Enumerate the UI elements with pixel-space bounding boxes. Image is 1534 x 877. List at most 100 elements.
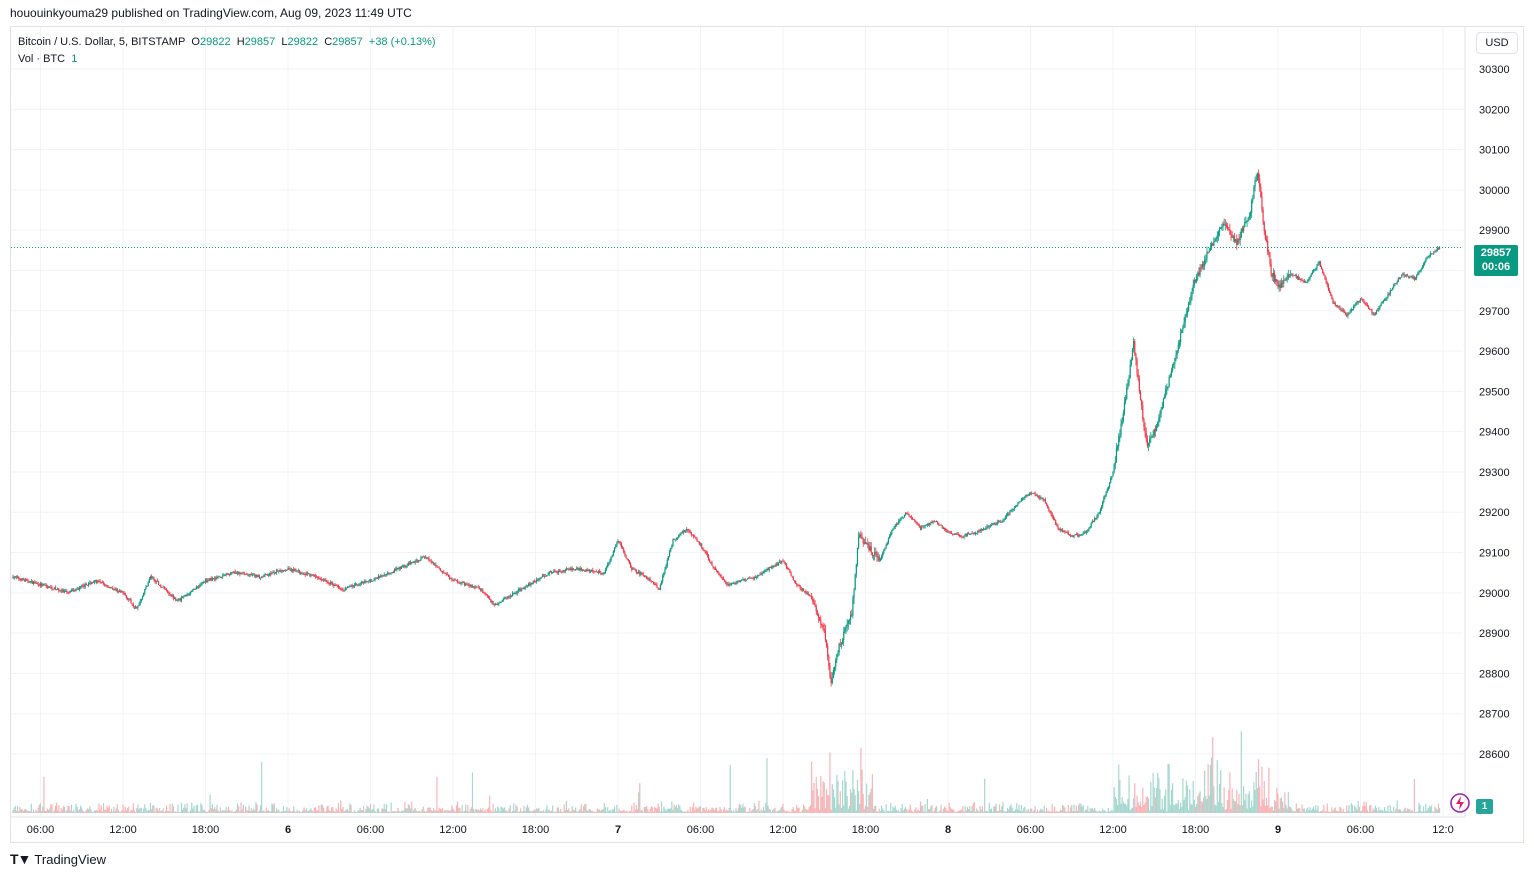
volume-bar (623, 809, 625, 813)
lightning-icon[interactable] (1449, 792, 1471, 814)
volume-bar (265, 807, 267, 813)
volume-bar (515, 804, 517, 813)
candle-body (335, 584, 337, 586)
price-chart[interactable]: 2860028700288002890029000291002920029300… (11, 27, 1525, 844)
candle-body (34, 582, 36, 584)
volume-bar (94, 810, 97, 813)
volume-bar (748, 811, 750, 813)
volume-bar (141, 811, 144, 813)
volume-bar (680, 809, 682, 813)
volume-bar (47, 810, 50, 813)
volume-bar (430, 810, 432, 813)
candle-body (1081, 534, 1083, 536)
candle-body (22, 578, 24, 580)
candle-body (1349, 311, 1351, 313)
candle-body (1071, 535, 1073, 537)
volume-bar (1369, 805, 1371, 813)
candle-body (1122, 412, 1124, 421)
volume-bar (1048, 810, 1050, 813)
volume-bar (1339, 806, 1341, 813)
volume-bar (1311, 808, 1313, 813)
volume-bar (363, 806, 365, 813)
candle-body (1112, 471, 1114, 477)
volume-bar (872, 808, 875, 813)
candle-body (1208, 250, 1210, 253)
candle-body (337, 585, 340, 588)
candle-body (636, 572, 639, 574)
volume-bar (836, 775, 838, 813)
candle-body (685, 530, 687, 532)
volume-bar (1178, 808, 1181, 813)
candle-body (604, 569, 606, 573)
candle-body (200, 584, 202, 586)
candle-body (884, 547, 886, 550)
candle-body (304, 573, 306, 575)
volume-bar (930, 806, 932, 813)
candle-body (965, 534, 967, 536)
candle-body (1080, 534, 1082, 536)
candle-body (738, 580, 741, 582)
candle-body (937, 521, 939, 525)
candle-body (1426, 257, 1428, 260)
candle-body (1092, 520, 1095, 522)
volume-bar (1292, 811, 1294, 813)
volume-bar (486, 809, 488, 813)
volume-bar (1231, 788, 1233, 813)
candle-body (1397, 278, 1399, 282)
candle-body (619, 542, 621, 545)
candle-body (58, 588, 60, 592)
volume-bar (1240, 731, 1242, 813)
volume-bar (118, 811, 121, 813)
volume-bar (1336, 811, 1339, 813)
candle-body (816, 611, 818, 614)
candle-body (451, 578, 453, 580)
candle-body (992, 523, 994, 525)
currency-button[interactable]: USD (1476, 32, 1518, 54)
volume-bar (1107, 807, 1110, 813)
volume-bar (971, 806, 973, 813)
volume-bar (1002, 801, 1004, 813)
candle-body (659, 584, 661, 590)
volume-bar (555, 811, 557, 813)
volume-bar (919, 801, 922, 813)
candle-body (921, 526, 923, 530)
volume-bar (1116, 805, 1119, 813)
candle-body (298, 570, 301, 574)
volume-bar (313, 807, 315, 813)
volume-bar (294, 811, 296, 813)
candle-body (120, 591, 122, 592)
volume-bar (1226, 799, 1229, 813)
candle-body (109, 587, 111, 589)
volume-bar (968, 809, 970, 813)
volume-bar (400, 810, 403, 813)
volume-bar (1050, 811, 1052, 813)
volume-bar (498, 808, 500, 813)
candle-body (68, 591, 70, 593)
candle-body (1257, 172, 1260, 179)
volume-bar (455, 805, 458, 813)
candle-body (1354, 305, 1356, 307)
volume-bar (602, 809, 604, 813)
candle-body (105, 585, 107, 587)
candle-body (1002, 520, 1004, 522)
candle-body (259, 577, 262, 579)
volume-bar (1236, 789, 1238, 813)
candle-body (803, 588, 805, 592)
volume-bar (140, 807, 142, 813)
volume-bar (530, 811, 532, 813)
candle-body (783, 560, 785, 563)
volume-bar (580, 804, 582, 813)
candle-body (828, 656, 830, 667)
volume-bar (710, 809, 712, 813)
candle-body (534, 581, 537, 583)
candle-body (652, 581, 655, 585)
candle-body (50, 586, 52, 588)
candle-body (962, 536, 964, 538)
candle-body (597, 570, 600, 573)
volume-bar (908, 808, 910, 813)
volume-bar (289, 810, 291, 813)
volume-bar (712, 808, 714, 813)
candle-body (191, 591, 193, 593)
volume-bar (1169, 804, 1171, 813)
candle-body (1327, 285, 1330, 290)
